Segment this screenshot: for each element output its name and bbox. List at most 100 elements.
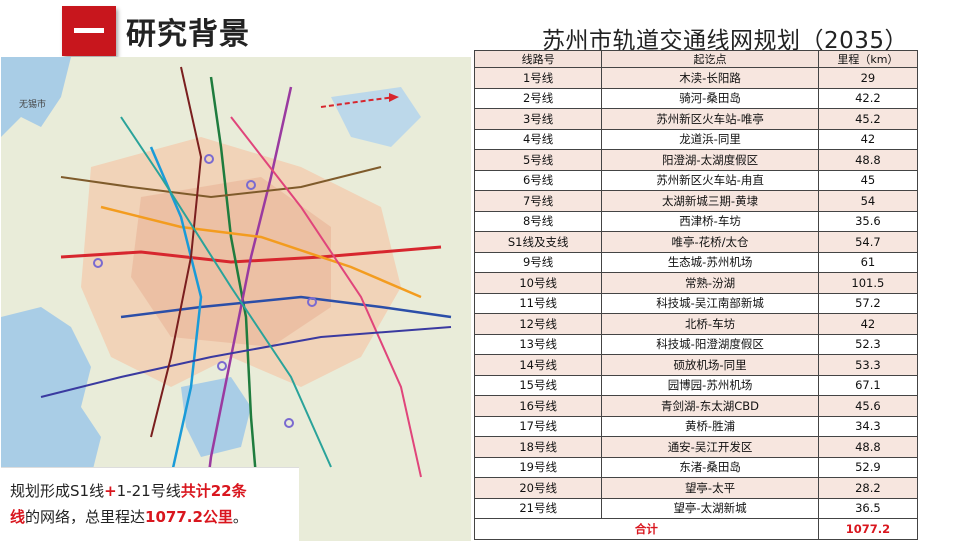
table-row: 16号线 青剑湖-东太湖CBD 45.6 <box>473 395 919 417</box>
table-row: 10号线 常熟-汾湖 101.5 <box>473 272 919 294</box>
length-cell: 34.3 <box>817 415 919 437</box>
endpoints-cell: 硕放机场-同里 <box>601 354 819 376</box>
length-cell: 54.7 <box>817 231 919 253</box>
line-cell: 13号线 <box>473 333 603 355</box>
endpoints-cell: 阳澄湖-太湖度假区 <box>601 149 819 171</box>
table-row: 4号线 龙道浜-同里 42 <box>473 128 919 150</box>
header-line: 线路号 <box>473 50 603 68</box>
rail-network-map: 无锡市 <box>1 57 471 541</box>
endpoints-cell: 青剑湖-东太湖CBD <box>601 395 819 417</box>
endpoints-cell: 唯亭-花桥/太仓 <box>601 231 819 253</box>
caption-highlight: 1077.2公里 <box>145 508 233 526</box>
caption-part: 规划形成S1线 <box>10 482 105 500</box>
caption-plus: + <box>104 482 117 500</box>
total-row: 合计 1077.2 <box>474 518 919 540</box>
table-row: 5号线 阳澄湖-太湖度假区 48.8 <box>473 149 919 171</box>
line-cell: 10号线 <box>473 272 603 294</box>
endpoints-cell: 黄桥-胜浦 <box>601 415 819 437</box>
endpoints-cell: 通安-吴江开发区 <box>601 436 819 458</box>
line-cell: 21号线 <box>473 497 603 519</box>
line-cell: 5号线 <box>473 149 603 171</box>
endpoints-cell: 木渎-长阳路 <box>601 67 819 89</box>
table-row: 3号线 苏州新区火车站-唯亭 45.2 <box>473 108 919 130</box>
length-cell: 67.1 <box>817 374 919 396</box>
endpoints-cell: 北桥-车坊 <box>601 313 819 335</box>
caption-part: 。 <box>232 508 248 526</box>
table-body: 1号线 木渎-长阳路 29 2号线 骑河-桑田岛 42.2 3号线 苏州新区火车站-唯亭 45.… <box>473 67 919 540</box>
caption-part: 的网络，总里程达 <box>25 508 146 526</box>
endpoints-cell: 生态城-苏州机场 <box>601 251 819 273</box>
line-cell: 11号线 <box>473 292 603 314</box>
dash-icon <box>74 28 104 33</box>
endpoints-cell: 园博园-苏州机场 <box>601 374 819 396</box>
line-cell: 4号线 <box>473 128 603 150</box>
length-cell: 42.2 <box>817 87 919 109</box>
table-row: 9号线 生态城-苏州机场 61 <box>473 251 919 273</box>
table-row: S1线及支线 唯亭-花桥/太仓 54.7 <box>473 231 919 253</box>
length-cell: 29 <box>817 67 919 89</box>
line-cell: 3号线 <box>473 108 603 130</box>
length-cell: 52.9 <box>817 456 919 478</box>
length-cell: 48.8 <box>817 149 919 171</box>
line-cell: 17号线 <box>473 415 603 437</box>
endpoints-cell: 科技城-吴江南部新城 <box>601 292 819 314</box>
map-graphic: 无锡市 <box>1 57 452 538</box>
summary-caption: 规划形成S1线+1-21号线共计22条线的网络，总里程达1077.2公里。 <box>1 467 299 542</box>
endpoints-cell: 苏州新区火车站-唯亭 <box>601 108 819 130</box>
line-table: 线路号 起讫点 里程（km） 1号线 木渎-长阳路 29 2号线 骑河-桑田岛 42.2 3… <box>473 50 919 540</box>
table-row: 6号线 苏州新区火车站-甪直 45 <box>473 169 919 191</box>
length-cell: 45 <box>817 169 919 191</box>
line-cell: 2号线 <box>473 87 603 109</box>
length-cell: 42 <box>817 128 919 150</box>
caption-part: 1-21号线 <box>116 482 181 500</box>
length-cell: 52.3 <box>817 333 919 355</box>
plan-title: 苏州市轨道交通线网规划（2035） <box>542 28 909 54</box>
section-heading: 研究背景 <box>126 17 250 52</box>
table-row: 21号线 望亭-太湖新城 36.5 <box>473 497 919 519</box>
line-cell: 12号线 <box>473 313 603 335</box>
header-endpoints: 起讫点 <box>601 50 819 68</box>
line-cell: 18号线 <box>473 436 603 458</box>
table-row: 14号线 硕放机场-同里 53.3 <box>473 354 919 376</box>
map-label-wuxi: 无锡市 <box>19 98 46 110</box>
length-cell: 28.2 <box>817 477 919 499</box>
table-row: 20号线 望亭-太平 28.2 <box>473 477 919 499</box>
length-cell: 54 <box>817 190 919 212</box>
endpoints-cell: 太湖新城三期-黄埭 <box>601 190 819 212</box>
line-cell: S1线及支线 <box>473 231 603 253</box>
endpoints-cell: 骑河-桑田岛 <box>601 87 819 109</box>
total-label: 合计 <box>474 518 819 540</box>
line-cell: 7号线 <box>473 190 603 212</box>
table-row: 18号线 通安-吴江开发区 48.8 <box>473 436 919 458</box>
section-number-badge <box>62 6 116 56</box>
table-row: 13号线 科技城-阳澄湖度假区 52.3 <box>473 333 919 355</box>
caption-highlight: 线 <box>10 508 26 526</box>
length-cell: 48.8 <box>817 436 919 458</box>
endpoints-cell: 西津桥-车坊 <box>601 210 819 232</box>
endpoints-cell: 望亭-太平 <box>601 477 819 499</box>
summary-text: 规划形成S1线+1-21号线共计22条线的网络，总里程达1077.2公里。 <box>10 478 294 530</box>
length-cell: 101.5 <box>817 272 919 294</box>
line-cell: 16号线 <box>473 395 603 417</box>
table-row: 15号线 园博园-苏州机场 67.1 <box>473 374 919 396</box>
table-row: 11号线 科技城-吴江南部新城 57.2 <box>473 292 919 314</box>
line-cell: 8号线 <box>473 210 603 232</box>
line-cell: 9号线 <box>473 251 603 273</box>
table-row: 8号线 西津桥-车坊 35.6 <box>473 210 919 232</box>
length-cell: 45.2 <box>817 108 919 130</box>
table-row: 17号线 黄桥-胜浦 34.3 <box>473 415 919 437</box>
endpoints-cell: 东渚-桑田岛 <box>601 456 819 478</box>
endpoints-cell: 望亭-太湖新城 <box>601 497 819 519</box>
table-row: 7号线 太湖新城三期-黄埭 54 <box>473 190 919 212</box>
line-cell: 6号线 <box>473 169 603 191</box>
total-value: 1077.2 <box>817 518 919 540</box>
length-cell: 36.5 <box>817 497 919 519</box>
endpoints-cell: 龙道浜-同里 <box>601 128 819 150</box>
length-cell: 53.3 <box>817 354 919 376</box>
table-row: 12号线 北桥-车坊 42 <box>473 313 919 335</box>
length-cell: 35.6 <box>817 210 919 232</box>
header-length: 里程（km） <box>817 50 919 68</box>
table-row: 2号线 骑河-桑田岛 42.2 <box>473 87 919 109</box>
length-cell: 45.6 <box>817 395 919 417</box>
caption-highlight: 共计22条 <box>180 482 247 500</box>
